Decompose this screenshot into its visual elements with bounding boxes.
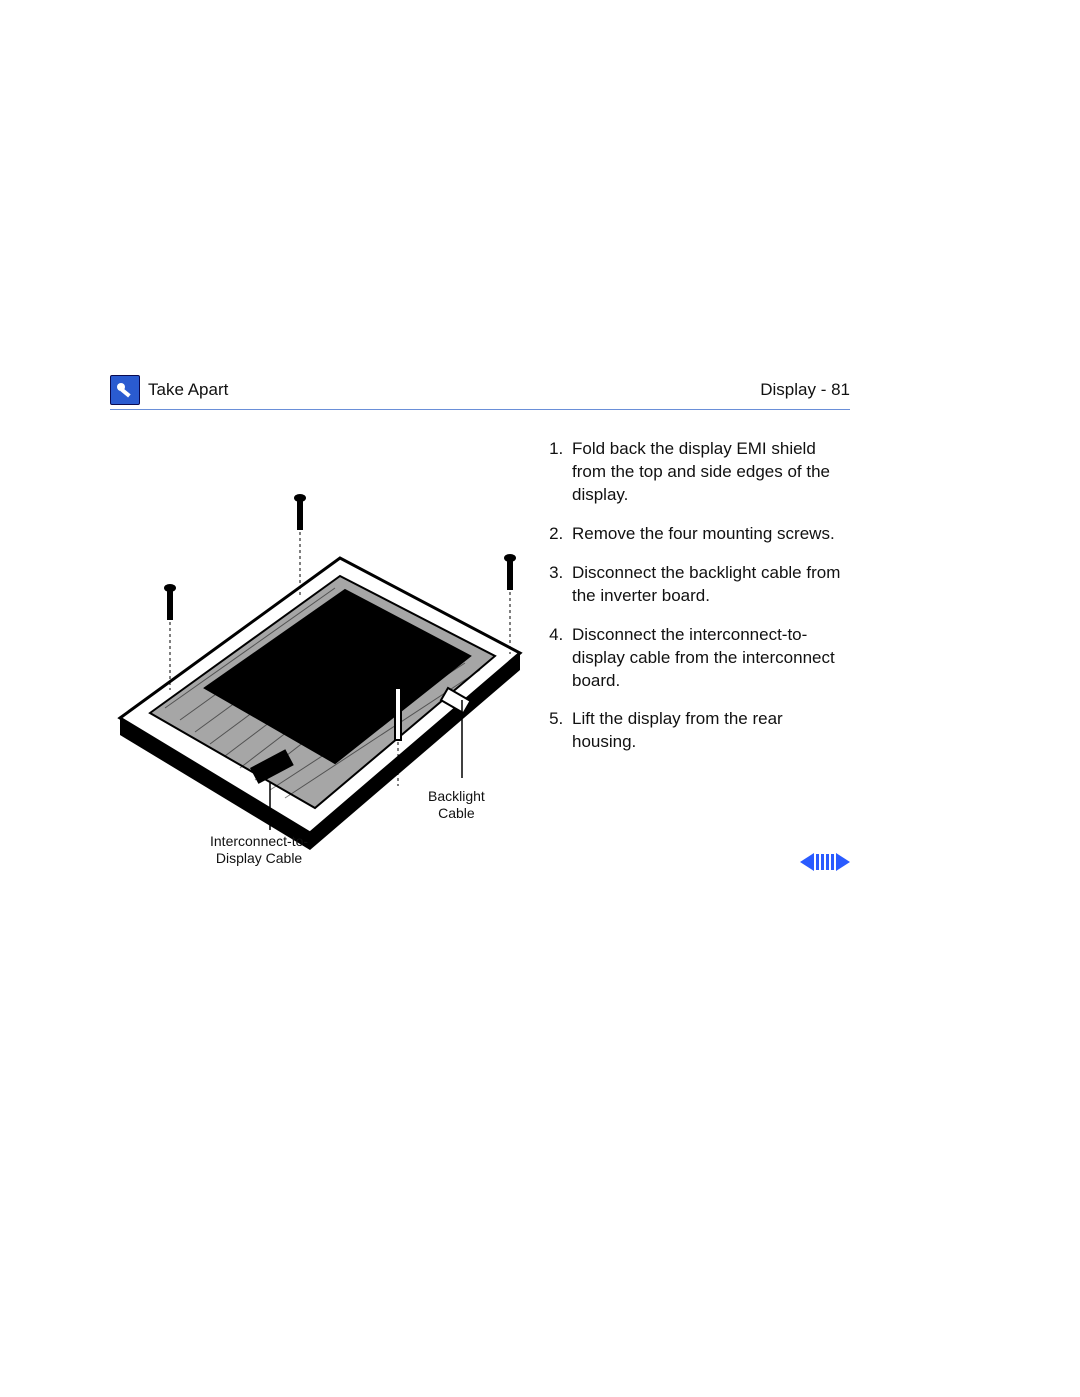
figure-column: Backlight Cable Interconnect-to- Display… xyxy=(110,438,530,858)
callout-text: Interconnect-to- xyxy=(210,833,308,849)
page-nav xyxy=(800,853,850,871)
document-page: Take Apart Display - 81 xyxy=(110,375,850,858)
step-item: Remove the four mounting screws. xyxy=(568,523,850,546)
content-row: Backlight Cable Interconnect-to- Display… xyxy=(110,438,850,858)
instructions-column: Fold back the display EMI shield from th… xyxy=(530,438,850,858)
section-title: Take Apart xyxy=(148,380,228,400)
next-page-arrow-icon[interactable] xyxy=(836,853,850,871)
step-list: Fold back the display EMI shield from th… xyxy=(542,438,850,754)
callout-text: Backlight xyxy=(428,788,485,804)
callout-text: Cable xyxy=(438,805,475,821)
page-number-label: Display - 81 xyxy=(760,380,850,400)
step-item: Disconnect the interconnect-to-display c… xyxy=(568,624,850,693)
page-header: Take Apart Display - 81 xyxy=(110,375,850,410)
callout-backlight-cable: Backlight Cable xyxy=(428,788,485,822)
prev-page-arrow-icon[interactable] xyxy=(800,853,814,871)
callout-text: Display Cable xyxy=(216,850,302,866)
step-item: Disconnect the backlight cable from the … xyxy=(568,562,850,608)
callout-interconnect-cable: Interconnect-to- Display Cable xyxy=(210,833,308,867)
take-apart-icon xyxy=(110,375,140,405)
step-item: Fold back the display EMI shield from th… xyxy=(568,438,850,507)
nav-bars-icon[interactable] xyxy=(816,854,834,870)
step-item: Lift the display from the rear housing. xyxy=(568,708,850,754)
header-left: Take Apart xyxy=(110,375,228,405)
